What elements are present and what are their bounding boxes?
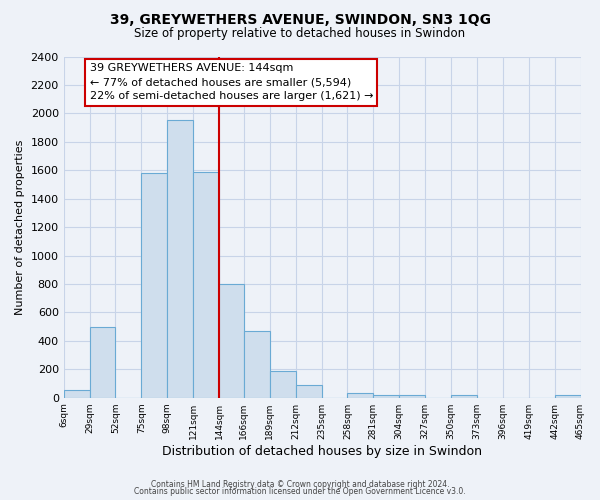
Bar <box>167 120 193 398</box>
Text: Contains public sector information licensed under the Open Government Licence v3: Contains public sector information licen… <box>134 487 466 496</box>
Bar <box>554 395 581 398</box>
Bar <box>296 385 322 398</box>
X-axis label: Distribution of detached houses by size in Swindon: Distribution of detached houses by size … <box>162 444 482 458</box>
Bar <box>347 392 373 398</box>
Text: 39 GREYWETHERS AVENUE: 144sqm
← 77% of detached houses are smaller (5,594)
22% o: 39 GREYWETHERS AVENUE: 144sqm ← 77% of d… <box>89 64 373 102</box>
Bar <box>451 395 477 398</box>
Bar <box>193 172 219 398</box>
Bar <box>270 370 296 398</box>
Text: 39, GREYWETHERS AVENUE, SWINDON, SN3 1QG: 39, GREYWETHERS AVENUE, SWINDON, SN3 1QG <box>110 12 491 26</box>
Bar <box>373 395 399 398</box>
Bar <box>89 326 115 398</box>
Text: Size of property relative to detached houses in Swindon: Size of property relative to detached ho… <box>134 28 466 40</box>
Bar <box>219 284 244 398</box>
Bar <box>244 331 270 398</box>
Bar <box>64 390 89 398</box>
Y-axis label: Number of detached properties: Number of detached properties <box>15 140 25 315</box>
Bar <box>399 395 425 398</box>
Text: Contains HM Land Registry data © Crown copyright and database right 2024.: Contains HM Land Registry data © Crown c… <box>151 480 449 489</box>
Bar <box>142 173 167 398</box>
